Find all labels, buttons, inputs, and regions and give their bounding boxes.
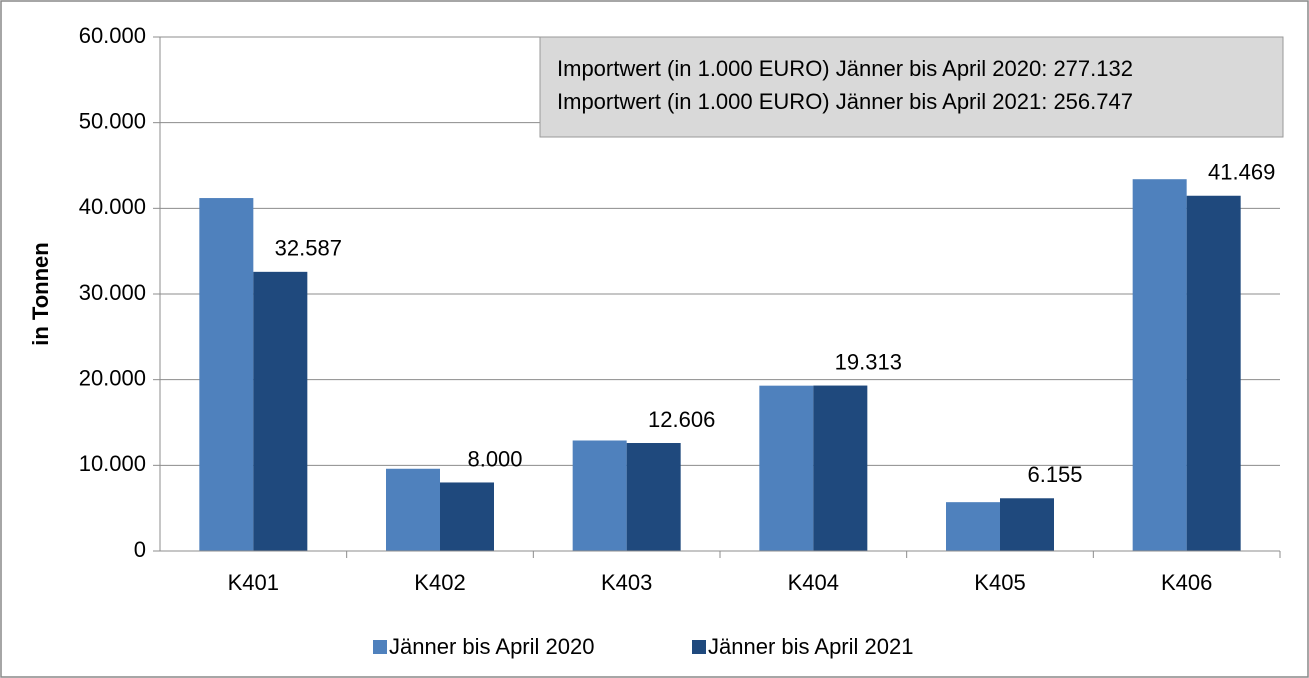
- x-tick-label: K406: [1161, 570, 1212, 595]
- value-label: 19.313: [835, 349, 902, 374]
- bar: [386, 468, 440, 551]
- bar: [813, 385, 868, 551]
- bar: [199, 198, 254, 551]
- y-tick-label: 30.000: [79, 280, 146, 305]
- y-tick-label: 60.000: [79, 23, 146, 48]
- bar: [1186, 195, 1241, 551]
- bar: [440, 482, 494, 551]
- value-label: 6.155: [1027, 462, 1082, 487]
- annotation: Importwert (in 1.000 EURO) Jänner bis Ap…: [557, 89, 1133, 114]
- y-tick-label: 40.000: [79, 194, 146, 219]
- annotation-box: [539, 36, 1284, 138]
- value-label: 12.606: [648, 407, 715, 432]
- bar: [626, 443, 681, 551]
- bar: [253, 271, 308, 551]
- legend-swatch: [373, 640, 387, 654]
- bar: [946, 502, 1000, 551]
- y-axis-label: in Tonnen: [28, 242, 53, 345]
- legend-label: Jänner bis April 2020: [389, 634, 594, 659]
- x-tick-label: K402: [414, 570, 465, 595]
- value-label: 41.469: [1208, 160, 1275, 185]
- bar: [1132, 179, 1187, 551]
- y-tick-label: 0: [134, 537, 146, 562]
- legend-swatch: [692, 640, 706, 654]
- y-tick-label: 10.000: [79, 451, 146, 476]
- bar: [759, 385, 814, 551]
- value-label: 32.587: [275, 236, 342, 261]
- y-tick-label: 50.000: [79, 108, 146, 133]
- x-tick-label: K401: [228, 570, 279, 595]
- x-tick-label: K405: [974, 570, 1025, 595]
- value-label: 8.000: [467, 446, 522, 471]
- bar: [1000, 498, 1054, 551]
- x-tick-label: K403: [601, 570, 652, 595]
- bar: [572, 440, 627, 551]
- legend-label: Jänner bis April 2021: [708, 634, 913, 659]
- annotation: Importwert (in 1.000 EURO) Jänner bis Ap…: [557, 56, 1133, 81]
- x-tick-label: K404: [788, 570, 839, 595]
- y-tick-label: 20.000: [79, 365, 146, 390]
